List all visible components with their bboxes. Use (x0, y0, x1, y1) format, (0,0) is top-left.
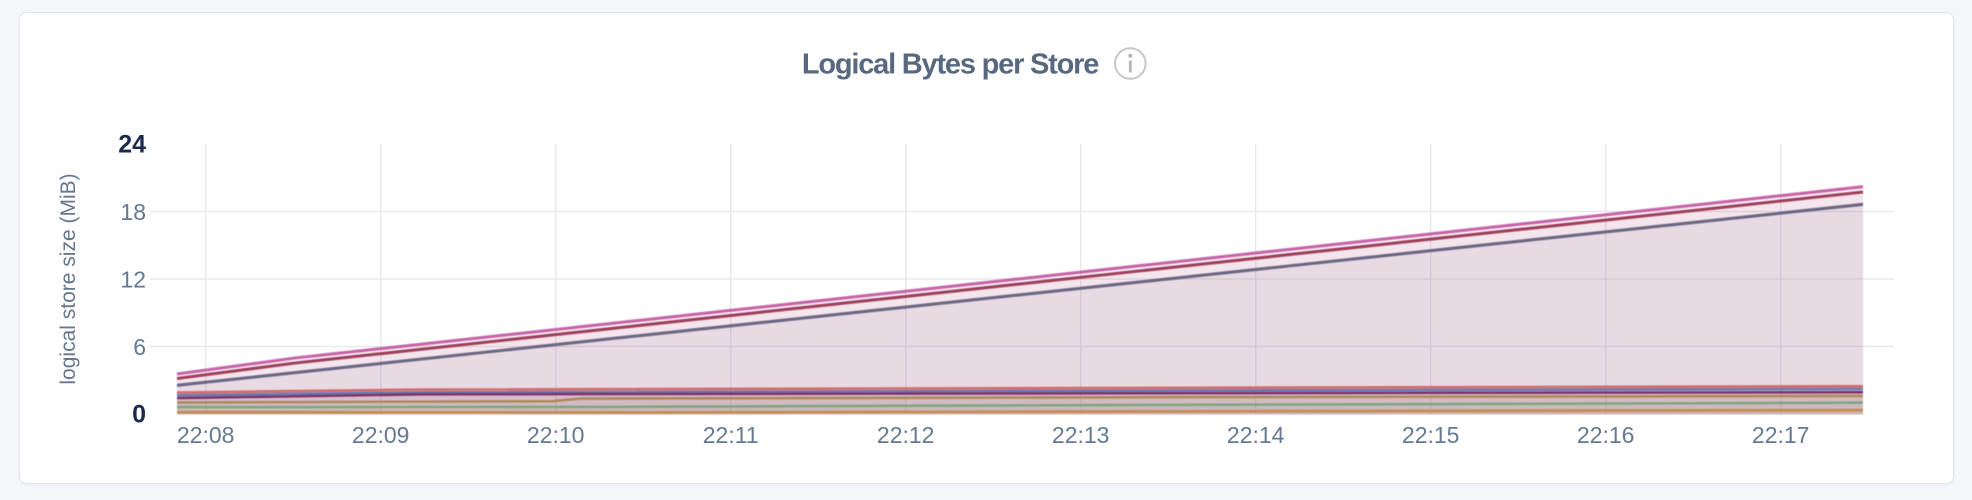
svg-text:22:10: 22:10 (527, 422, 585, 448)
svg-text:22:12: 22:12 (877, 422, 935, 448)
svg-text:18: 18 (120, 199, 146, 225)
svg-text:logical store size (MiB): logical store size (MiB) (57, 173, 80, 384)
svg-text:22:08: 22:08 (177, 422, 235, 448)
svg-text:Logical Bytes per Store: Logical Bytes per Store (802, 49, 1099, 81)
svg-text:22:14: 22:14 (1227, 422, 1285, 448)
svg-text:24: 24 (118, 130, 146, 158)
svg-text:6: 6 (133, 334, 146, 360)
svg-text:22:15: 22:15 (1402, 422, 1460, 448)
svg-text:22:11: 22:11 (703, 422, 759, 448)
svg-text:22:17: 22:17 (1752, 422, 1810, 448)
svg-text:12: 12 (120, 266, 146, 292)
svg-text:22:13: 22:13 (1052, 422, 1110, 448)
svg-text:22:16: 22:16 (1577, 422, 1635, 448)
svg-text:0: 0 (132, 401, 146, 429)
svg-text:22:09: 22:09 (352, 422, 410, 448)
